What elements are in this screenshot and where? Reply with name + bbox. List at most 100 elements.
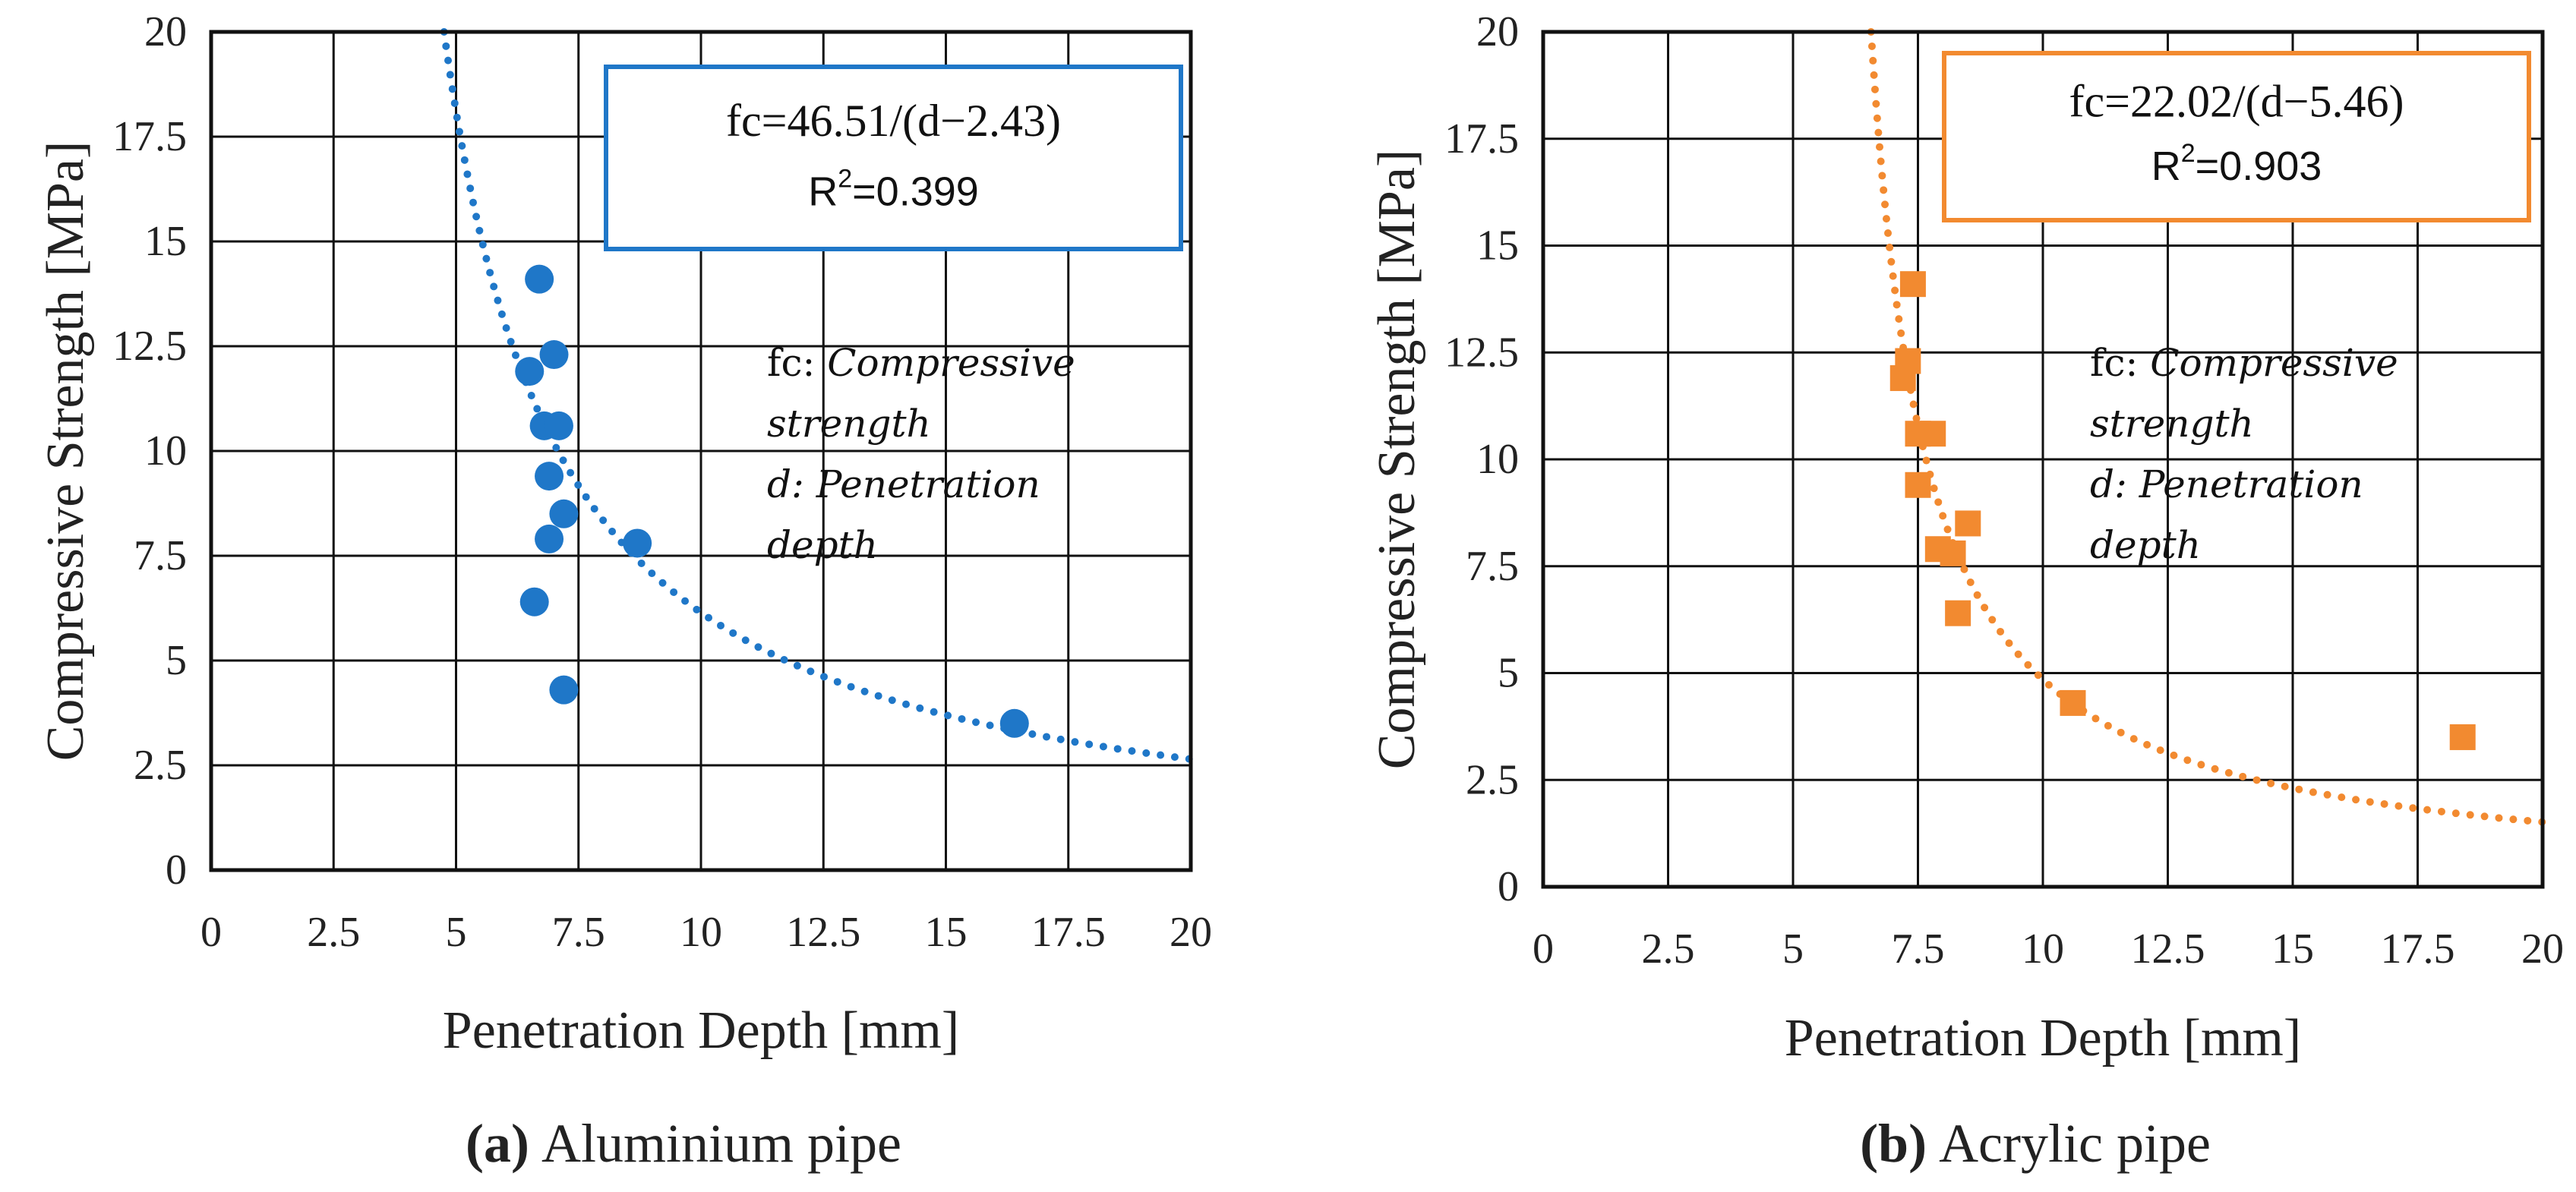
note-text-a-2: Penetration	[816, 462, 1040, 506]
x-tick-label-b-7: 17.5	[2381, 926, 2455, 973]
x-axis-title-a: Penetration Depth [mm]	[443, 1001, 959, 1060]
fit-line-a	[440, 28, 1195, 763]
note-text-a-1: strength	[767, 402, 931, 446]
y-tick-label-b-0: 0	[1498, 863, 1519, 910]
data-point-b-11	[2449, 724, 2476, 750]
y-tick-label-a-8: 20	[144, 8, 187, 55]
y-tick-label-a-7: 17.5	[112, 113, 187, 160]
note-line-a-3: depth	[767, 523, 878, 567]
caption-text-a: Aluminium pipe	[541, 1113, 901, 1174]
note-text-b-0: Compressive	[2150, 341, 2398, 385]
data-point-b-9	[1945, 600, 1971, 626]
r-squared-label-a: R	[808, 169, 838, 214]
data-point-b-5	[1905, 471, 1931, 498]
x-tick-label-a-8: 20	[1170, 909, 1212, 956]
plot-frame-a	[209, 30, 1193, 872]
equation-box-frame-a	[604, 65, 1183, 251]
note-prefix-a-0: fc:	[767, 341, 827, 385]
x-tick-label-b-4: 10	[2022, 926, 2064, 973]
x-tick-label-b-2: 5	[1782, 926, 1804, 973]
note-line-a-2: d: Penetration	[767, 462, 1040, 506]
x-tick-label-a-0: 0	[200, 909, 222, 956]
r-squared-label-b: R	[2151, 143, 2181, 189]
note-text-b-1: strength	[2090, 402, 2254, 446]
chart-panel-a: 0 2.5 5 7.5 10 12.5 15 17.5 20 0 2.5 5 7.5 10 12.5 15 17…	[36, 8, 1212, 1174]
y-tick-label-a-3: 7.5	[134, 532, 187, 579]
equation-box-frame-b	[1942, 51, 2531, 222]
y-tick-label-a-5: 12.5	[112, 323, 187, 370]
data-point-a-8	[623, 528, 652, 558]
note-line-a-0: fc: Compressive	[767, 341, 1075, 385]
data-point-a-5	[535, 462, 564, 491]
y-tick-label-b-6: 15	[1476, 222, 1519, 270]
note-line-b-3: depth	[2090, 523, 2201, 567]
note-line-a-1: strength	[767, 402, 931, 446]
points-b	[1889, 271, 2476, 750]
x-tick-label-b-5: 12.5	[2131, 926, 2205, 973]
note-line-b-2: d: Penetration	[2090, 462, 2363, 506]
x-tick-label-b-0: 0	[1533, 926, 1554, 973]
caption-b: (b) Acrylic pipe	[1860, 1113, 2211, 1174]
data-point-a-1	[515, 357, 545, 386]
y-tick-label-a-6: 15	[144, 218, 187, 265]
note-text-b-3: depth	[2090, 523, 2201, 567]
y-tick-label-a-1: 2.5	[134, 742, 187, 789]
note-prefix-a-2: d:	[767, 462, 816, 506]
y-tick-label-a-4: 10	[144, 427, 187, 475]
y-tick-label-b-3: 7.5	[1466, 543, 1519, 590]
data-point-a-10	[549, 675, 579, 705]
data-point-a-9	[519, 587, 549, 616]
r-squared-value-a: =0.399	[852, 169, 979, 214]
equation-text-a: fc=46.51/(d−2.43)	[726, 96, 1061, 146]
y-tick-label-b-1: 2.5	[1466, 756, 1519, 803]
data-point-b-8	[1940, 540, 1966, 566]
data-point-a-0	[525, 264, 554, 294]
ticks-a: 0 2.5 5 7.5 10 12.5 15 17.5 20 0 2.5 5 7.5 10 12.5 15 17…	[112, 8, 1212, 956]
r-squared-sup-b: 2	[2181, 139, 2196, 168]
y-axis-title-a: Compressive Strength [MPa]	[36, 141, 95, 762]
data-point-b-6	[1955, 510, 1981, 537]
data-point-b-10	[2060, 689, 2086, 716]
y-tick-label-b-7: 17.5	[1444, 115, 1519, 162]
equation-box-a: fc=46.51/(d−2.43) R2=0.399	[604, 65, 1183, 251]
note-text-b-2: Penetration	[2139, 462, 2363, 506]
ticks-b: 0 2.5 5 7.5 10 12.5 15 17.5 20 0 2.5 5 7.5 10 12.5 15 17…	[1444, 8, 2564, 973]
fit-curve-b	[1867, 28, 2546, 826]
y-tick-label-b-8: 20	[1476, 8, 1519, 55]
y-axis-title-b: Compressive Strength [MPa]	[1368, 150, 1426, 770]
r-squared-sup-a: 2	[838, 164, 852, 193]
equation-box-b: fc=22.02/(d−5.46) R2=0.903	[1942, 51, 2531, 222]
x-tick-label-a-1: 2.5	[307, 909, 360, 956]
y-tick-label-a-0: 0	[166, 847, 187, 894]
note-line-b-1: strength	[2090, 402, 2254, 446]
equation-text-b: fc=22.02/(d−5.46)	[2069, 77, 2404, 127]
chart-panel-b: 0 2.5 5 7.5 10 12.5 15 17.5 20 0 2.5 5 7.5 10 12.5 15 17…	[1368, 8, 2564, 1174]
plot-frame-b	[1541, 30, 2545, 889]
note-prefix-b-0: fc:	[2090, 341, 2150, 385]
fit-line-b	[1867, 28, 2546, 826]
x-tick-label-a-2: 5	[446, 909, 467, 956]
fit-curve-a	[440, 28, 1195, 763]
caption-letter-a: (a)	[466, 1113, 529, 1174]
y-tick-label-b-2: 5	[1498, 650, 1519, 697]
x-axis-title-b: Penetration Depth [mm]	[1785, 1009, 2301, 1067]
x-tick-label-a-7: 17.5	[1031, 909, 1106, 956]
note-a: fc: Compressive strength d: Penetration …	[767, 341, 1075, 567]
x-tick-label-b-8: 20	[2521, 926, 2564, 973]
x-tick-label-a-5: 12.5	[786, 909, 860, 956]
data-point-b-2	[1889, 365, 1916, 392]
x-tick-label-b-6: 15	[2271, 926, 2314, 973]
y-tick-label-b-5: 12.5	[1444, 329, 1519, 376]
caption-letter-b: (b)	[1860, 1113, 1927, 1174]
x-tick-label-a-3: 7.5	[552, 909, 605, 956]
r-squared-b: R2=0.903	[2151, 139, 2322, 189]
x-tick-label-b-3: 7.5	[1892, 926, 1945, 973]
points-a	[515, 264, 1029, 738]
note-prefix-b-2: d:	[2090, 462, 2139, 506]
data-point-a-2	[539, 340, 569, 370]
data-point-a-7	[535, 524, 564, 553]
data-point-a-4	[544, 411, 573, 440]
y-tick-label-b-4: 10	[1476, 436, 1519, 483]
r-squared-value-b: =0.903	[2196, 143, 2322, 189]
